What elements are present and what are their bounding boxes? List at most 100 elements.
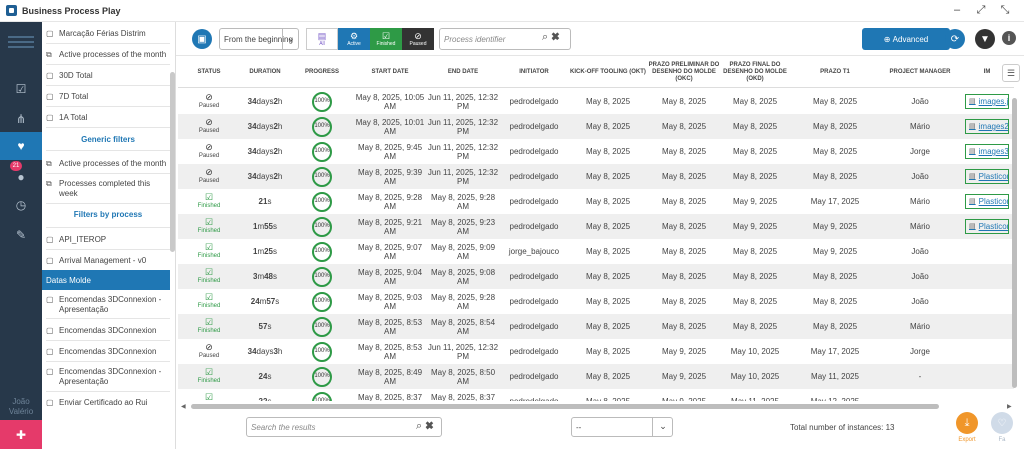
chevron-down-icon[interactable]: ⌄ xyxy=(282,28,299,50)
table-row[interactable]: ⊘ Paused 34 days 2 h 100% May 8, 2025, 9:39 … xyxy=(178,164,1014,189)
refresh-icon[interactable]: ⟳ xyxy=(945,29,965,49)
table-row[interactable]: ⊘ Paused 34 days 3 h 100% May 8, 2025, 8:53 … xyxy=(178,339,1014,364)
table-row[interactable]: ⊘ Paused 34 days 2 h 100% May 8, 2025, 10:05… xyxy=(178,89,1014,114)
sidebar-item[interactable]: ▢ Encomendas 3DConnexion xyxy=(46,347,157,356)
table-row[interactable]: ☑ Finished 57 s 100% May 8, 2025, 8:53 AM May… xyxy=(178,314,1014,339)
user-name[interactable]: João Valério xyxy=(8,397,34,416)
table-row[interactable]: ⊘ Paused 34 days 2 h 100% May 8, 2025, 9:45 … xyxy=(178,139,1014,164)
table-row[interactable]: ☑ Finished 21 s 100% May 8, 2025, 9:28 AM May… xyxy=(178,189,1014,214)
processes-icon[interactable]: ⋔ xyxy=(15,112,27,126)
okd-value: May 8, 2025 xyxy=(732,97,778,106)
table-row[interactable]: ☑ Finished 1 m 55 s 100% May 8, 2025, 9:21 A… xyxy=(178,214,1014,239)
table-row[interactable]: ☑ Finished 1 m 25 s 100% May 8, 2025, 9:07 A… xyxy=(178,239,1014,264)
sidebar-item[interactable]: ▢ 1A Total xyxy=(46,113,88,122)
paused-icon: ⊘ xyxy=(205,142,213,152)
search-icon[interactable]: ⌕ ✖ xyxy=(416,420,434,432)
export-button[interactable]: ⤓ xyxy=(956,412,978,434)
start-value: May 8, 2025, 9:04 AM xyxy=(357,267,423,286)
favorite-button[interactable]: ♡ xyxy=(991,412,1013,434)
minimize-icon[interactable]: – xyxy=(953,4,961,16)
info-icon[interactable]: i xyxy=(1002,31,1016,45)
col-okt[interactable]: Kick-Off Tooling (OKT) xyxy=(570,68,646,75)
sidebar-item[interactable]: ▢ 7D Total xyxy=(46,92,89,101)
start-value: May 8, 2025, 8:53 AM xyxy=(357,317,423,336)
duration-unit: s xyxy=(273,222,278,231)
menu-icon[interactable] xyxy=(8,36,34,62)
col-start-date[interactable]: Start date xyxy=(371,68,409,75)
vertical-scrollbar[interactable] xyxy=(1012,88,1018,400)
t1-value: May 8, 2025 xyxy=(812,172,858,181)
cell-initiator: pedrodelgado xyxy=(500,189,568,214)
sidebar-item[interactable]: ▢ API_ITEROP xyxy=(46,235,107,244)
filter-paused-button[interactable]: ⊘ Paused xyxy=(402,28,434,50)
fullscreen-icon[interactable]: ⤢ xyxy=(976,4,986,16)
scroll-right-icon[interactable]: ▶ xyxy=(1007,404,1012,410)
search-results-input[interactable]: Search the results xyxy=(246,417,442,437)
sidebar-item[interactable]: ▢ Enviar Certificado ao Rui xyxy=(46,398,148,407)
sidebar-item[interactable]: ▢ Marcação Férias Distrim xyxy=(46,29,146,38)
image-attachment-link[interactable]: ▤ Plasticor xyxy=(965,194,1009,209)
image-attachment-link[interactable]: ▤ Plasticor xyxy=(965,219,1009,234)
sidebar-item-datas-molde[interactable]: Datas Molde xyxy=(46,276,91,285)
cell-start: May 8, 2025, 9:28 AM xyxy=(354,189,426,214)
col-prazo-t1[interactable]: Prazo T1 xyxy=(820,68,850,75)
date-filter-select[interactable]: From the beginning xyxy=(219,28,299,50)
sidebar-item[interactable]: ⧉ Processes completed this week xyxy=(46,179,151,198)
history-icon[interactable]: ◷ xyxy=(15,198,27,212)
cell-pm: João xyxy=(880,289,960,314)
horizontal-scrollbar[interactable]: ◀ ▶ xyxy=(181,403,1017,410)
col-progress[interactable]: Progress xyxy=(304,68,339,75)
table-row[interactable]: ☑ Finished 3 m 48 s 100% May 8, 2025, 9:04 A… xyxy=(178,264,1014,289)
horizontal-scrollbar-thumb[interactable] xyxy=(191,404,939,409)
vertical-scrollbar-thumb[interactable] xyxy=(1012,98,1017,388)
sidebar-item[interactable]: ▢ Encomendas 3DConnexion - Apresentação xyxy=(46,367,162,386)
save-icon[interactable]: ▣ xyxy=(192,29,212,49)
table-row[interactable]: ⊘ Paused 34 days 2 h 100% May 8, 2025, 10:01… xyxy=(178,114,1014,139)
monitoring-icon[interactable]: ♥ xyxy=(0,132,42,160)
sidebar-item[interactable]: ⧉ Active processes of the month xyxy=(46,159,167,168)
col-status[interactable]: Status xyxy=(197,68,221,75)
sidebar-item-selected[interactable] xyxy=(42,270,170,290)
filter-icon[interactable]: ▼ xyxy=(975,29,995,49)
processes-icon: ⧉ xyxy=(46,179,52,188)
image-attachment-link[interactable]: ▤ images3 xyxy=(965,144,1009,159)
restore-icon[interactable]: ⤡ xyxy=(1000,4,1010,16)
cell-okt: May 8, 2025 xyxy=(568,189,648,214)
sidebar-item[interactable]: ⧉ Active processes of the month xyxy=(46,50,167,59)
duration-value: 24 xyxy=(258,372,268,381)
image-attachment-link[interactable]: ▤ images.j xyxy=(965,94,1009,109)
cell-image xyxy=(960,364,1014,389)
table-row[interactable]: ☑ Finished 24 s 100% May 8, 2025, 8:49 AM May… xyxy=(178,364,1014,389)
chevron-down-icon[interactable]: ⌄ xyxy=(652,417,673,437)
search-icon[interactable]: ⌕ ✖ xyxy=(542,31,560,43)
wrench-icon[interactable]: ✎ xyxy=(15,228,27,242)
filter-all-button[interactable]: ▤ All xyxy=(306,28,338,50)
sidebar-item[interactable]: ▢ Encomendas 3DConnexion xyxy=(46,326,157,335)
process-identifier-input[interactable]: Process identifier xyxy=(439,28,571,50)
columns-menu-icon[interactable]: ☰ xyxy=(1002,64,1020,82)
image-attachment-link[interactable]: ▤ images2 xyxy=(965,119,1009,134)
tasks-icon[interactable]: ☑ xyxy=(15,82,27,96)
col-image[interactable]: Im xyxy=(983,68,991,75)
col-initiator[interactable]: Initiator xyxy=(519,68,549,75)
scroll-left-icon[interactable]: ◀ xyxy=(181,404,186,410)
page-select[interactable]: -- xyxy=(571,417,673,437)
col-end-date[interactable]: End date xyxy=(447,68,479,75)
filter-finished-button[interactable]: ☑ Finished xyxy=(370,28,402,50)
sidebar-scrollbar[interactable] xyxy=(170,72,175,252)
image-attachment-link[interactable]: ▤ Plasticor xyxy=(965,169,1009,184)
cell-dur: 34 days 2 h xyxy=(240,139,290,164)
sidebar-item[interactable]: ▢ Arrival Management - v0 xyxy=(46,256,147,265)
gift-icon[interactable]: ✚ xyxy=(0,420,42,449)
col-okc[interactable]: Prazo Preliminar do Desenho do Molde (OK… xyxy=(648,61,720,82)
col-okd[interactable]: Prazo Final do Desenho do Molde (OKD) xyxy=(723,61,787,82)
advanced-button[interactable]: ⊕ Advanced xyxy=(862,28,950,50)
alerts-icon[interactable]: ● xyxy=(17,170,25,184)
col-project-manager[interactable]: Project Manager xyxy=(889,68,951,75)
sidebar-item[interactable]: ▢ 30D Total xyxy=(46,71,93,80)
sidebar-item[interactable]: ▢ Encomendas 3DConnexion - Apresentação xyxy=(46,295,162,314)
col-duration[interactable]: Duration xyxy=(249,68,281,75)
filter-active-button[interactable]: ⚙ Active xyxy=(338,28,370,50)
table-row[interactable]: ☑ Finished 24 m 57 s 100% May 8, 2025, 9:03 … xyxy=(178,289,1014,314)
